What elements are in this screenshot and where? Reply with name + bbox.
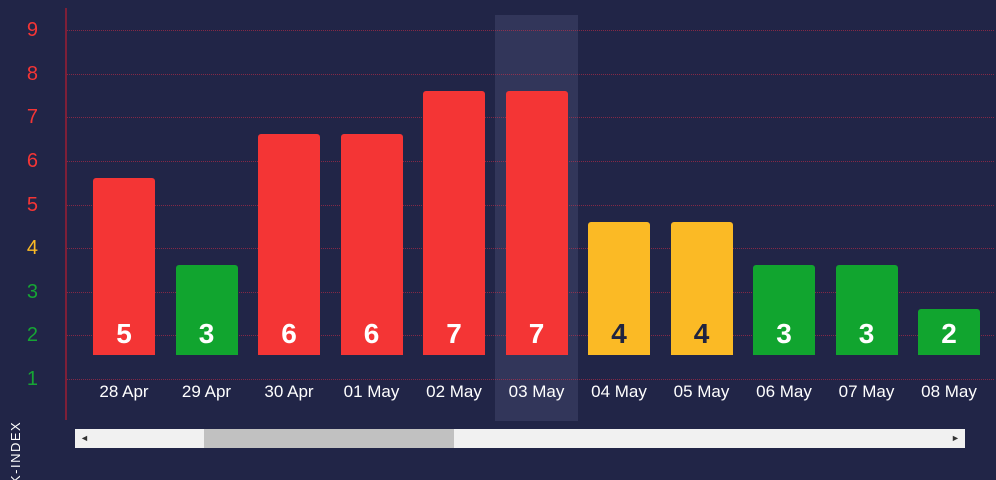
x-category-label: 04 May — [591, 382, 647, 401]
y-tick-label: 5 — [26, 193, 38, 216]
gridline — [66, 379, 994, 380]
x-category-label: 28 Apr — [99, 382, 149, 401]
y-tick-label: 3 — [26, 280, 38, 303]
bar[interactable]: 4 — [670, 221, 733, 355]
bar[interactable]: 3 — [835, 265, 898, 355]
x-category-label: 02 May — [426, 382, 482, 401]
bar-value-label: 6 — [281, 317, 297, 349]
bar[interactable]: 7 — [505, 90, 568, 355]
bar[interactable]: 7 — [423, 90, 485, 355]
x-category-label: 29 Apr — [181, 382, 232, 401]
y-tick-label: 2 — [26, 324, 38, 347]
bar-value-label: 3 — [858, 317, 875, 349]
bar[interactable]: 3 — [753, 265, 815, 355]
y-axis-line — [65, 8, 67, 420]
bar[interactable]: 2 — [918, 309, 980, 355]
bar[interactable]: 4 — [588, 221, 650, 355]
y-axis-title: K-INDEX — [8, 420, 23, 480]
x-category-label: 03 May — [508, 382, 565, 401]
y-tick-label: 9 — [26, 19, 38, 42]
bar-value-label: 3 — [198, 317, 215, 349]
gridline — [66, 73, 994, 75]
scroll-left-icon: ◄ — [80, 433, 89, 443]
x-category-label: 05 May — [673, 382, 730, 401]
x-category-label: 30 Apr — [264, 382, 314, 401]
y-tick-label: 4 — [26, 237, 38, 260]
gridline — [66, 30, 994, 32]
y-tick-label: 6 — [26, 150, 38, 172]
scroll-right-button[interactable]: ► — [946, 429, 965, 448]
bar-value-label: 6 — [363, 317, 380, 349]
scrollbar-thumb[interactable] — [204, 429, 454, 448]
y-tick-label: 8 — [26, 62, 38, 85]
bar[interactable]: 6 — [258, 134, 320, 355]
bar-value-label: 5 — [116, 318, 132, 349]
bar-value-label: 3 — [776, 317, 792, 349]
scrollbar-track[interactable] — [94, 429, 946, 448]
bar[interactable]: 3 — [175, 265, 238, 355]
y-tick-label: 7 — [26, 106, 38, 129]
bar-value-label: 4 — [693, 317, 710, 349]
scroll-right-icon: ► — [951, 433, 960, 443]
x-category-label: 01 May — [343, 382, 400, 401]
bar[interactable]: 5 — [93, 178, 155, 355]
bar-value-label: 4 — [611, 317, 627, 349]
bar-value-label: 2 — [941, 317, 957, 349]
y-tick-label: 1 — [26, 368, 38, 390]
bar-value-label: 7 — [446, 317, 462, 349]
x-category-label: 07 May — [838, 382, 895, 401]
x-category-label: 08 May — [921, 382, 977, 401]
bar[interactable]: 6 — [340, 134, 403, 355]
bar-value-label: 7 — [528, 317, 545, 349]
scroll-left-button[interactable]: ◄ — [75, 429, 94, 448]
horizontal-scrollbar[interactable]: ◄ ► — [75, 429, 965, 448]
x-category-label: 06 May — [756, 382, 812, 401]
